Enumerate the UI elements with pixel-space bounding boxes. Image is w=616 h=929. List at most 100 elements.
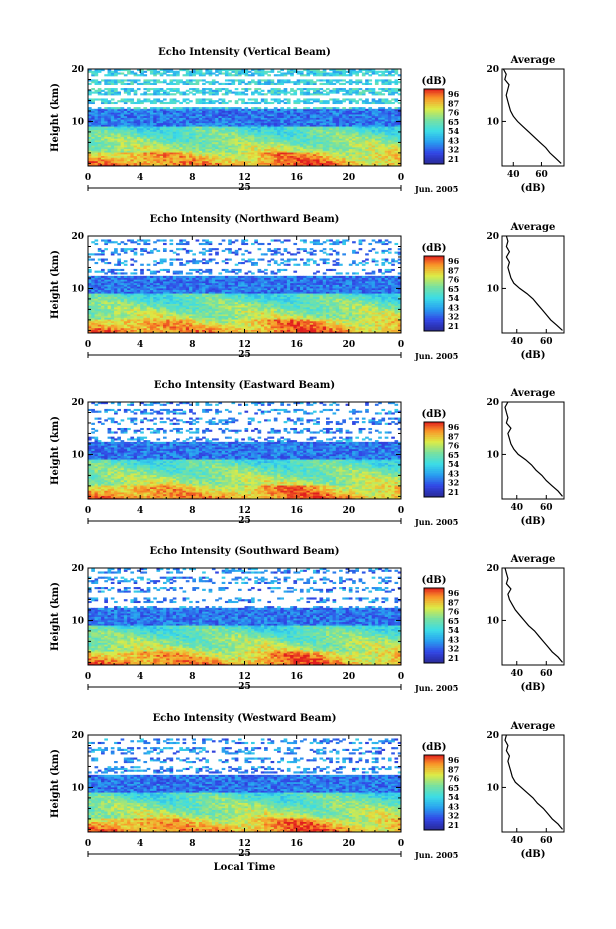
heatmap-cell — [345, 153, 350, 157]
heatmap-cell — [88, 159, 92, 162]
heatmap-cell — [169, 162, 174, 165]
heatmap-cell — [283, 155, 288, 158]
heatmap-cell — [205, 107, 210, 110]
heatmap-cell — [107, 157, 112, 160]
heatmap-cell — [267, 89, 271, 92]
heatmap-cell — [192, 152, 196, 155]
heatmap-cell — [120, 98, 125, 101]
heatmap-cell — [283, 98, 288, 101]
heatmap-cell — [117, 160, 121, 163]
heatmap-cell — [352, 160, 356, 163]
heatmap-cell — [127, 153, 131, 157]
heatmap-cell — [391, 74, 395, 77]
heatmap-cell — [133, 146, 138, 150]
heatmap-cell — [365, 159, 369, 162]
heatmap-cell — [244, 157, 249, 160]
heatmap-cell — [361, 72, 366, 75]
heatmap-cell — [169, 79, 174, 82]
heatmap-cell — [101, 153, 105, 157]
heatmap-cell — [322, 162, 327, 165]
heatmap-cell — [169, 164, 174, 167]
heatmap-cell — [221, 107, 226, 110]
heatmap-cell — [368, 79, 373, 82]
heatmap-cell — [241, 145, 245, 148]
heatmap-cell — [146, 157, 151, 160]
heatmap-cell — [397, 148, 402, 151]
heatmap-cell — [332, 88, 337, 91]
heatmap-cell — [224, 155, 229, 158]
heatmap-cell — [267, 70, 271, 73]
heatmap-cell — [267, 157, 271, 160]
heatmap-cell — [208, 162, 213, 165]
heatmap-cell — [140, 100, 144, 103]
heatmap-cell — [136, 145, 141, 148]
heatmap-cell — [241, 91, 245, 94]
heatmap-cell — [198, 146, 203, 150]
heatmap-cell — [127, 82, 131, 85]
heatmap-cell — [104, 160, 108, 163]
heatmap-cell — [329, 150, 333, 153]
heatmap-cell — [322, 155, 327, 158]
heatmap-cell — [312, 148, 317, 151]
heatmap-cell — [176, 153, 180, 157]
average-y-tick-label: 10 — [486, 117, 499, 127]
heatmap-cell — [146, 153, 151, 157]
heatmap-cell — [339, 88, 343, 91]
heatmap-cell — [254, 98, 258, 101]
heatmap-cell — [153, 107, 157, 110]
heatmap-cell — [335, 157, 340, 160]
heatmap-cell — [228, 100, 232, 103]
heatmap-cell — [208, 157, 213, 160]
y-tick-label: 20 — [71, 65, 84, 75]
heatmap-cell — [162, 150, 167, 153]
heatmap-cell — [110, 162, 115, 165]
heatmap-cell — [273, 155, 278, 158]
heatmap-cell — [153, 150, 157, 153]
heatmap-cell — [127, 159, 131, 162]
heatmap-cell — [342, 157, 346, 160]
heatmap-cell — [101, 159, 105, 162]
heatmap-cell — [355, 155, 360, 158]
heatmap-cell — [234, 88, 239, 91]
heatmap-cell — [270, 160, 275, 163]
heatmap-cell — [149, 100, 154, 103]
heatmap-cell — [162, 159, 167, 162]
heatmap-cell — [355, 150, 360, 153]
heatmap-cell — [293, 100, 298, 103]
heatmap-cell — [387, 146, 392, 150]
heatmap-cell — [374, 153, 379, 157]
heatmap-cell — [179, 107, 183, 110]
heatmap-cell — [348, 160, 353, 163]
heatmap-cell — [176, 157, 180, 160]
heatmap-cell — [264, 159, 268, 162]
heatmap-cell — [166, 148, 170, 151]
heatmap-cell — [394, 146, 399, 150]
heatmap-cell — [270, 159, 275, 162]
heatmap-cell — [218, 153, 223, 157]
heatmap-cell — [114, 145, 118, 148]
heatmap-cell — [231, 152, 236, 155]
heatmap-cell — [143, 160, 148, 163]
heatmap-cell — [146, 160, 151, 163]
heatmap-cell — [244, 146, 249, 150]
heatmap-cell — [224, 153, 229, 157]
heatmap-cell — [387, 153, 392, 157]
heatmap-cell — [166, 155, 170, 158]
heatmap-cell — [387, 159, 392, 162]
colorbar-segment — [424, 160, 444, 163]
heatmap-cell — [133, 153, 138, 157]
heatmap-cell — [169, 146, 174, 150]
heatmap-cell — [244, 107, 249, 110]
heatmap-cell — [127, 152, 131, 155]
heatmap-cell — [384, 148, 389, 151]
heatmap-cell — [198, 79, 203, 82]
heatmap-cell — [355, 70, 360, 73]
heatmap-cell — [339, 159, 343, 162]
heatmap-cell — [208, 146, 213, 150]
heatmap-cell — [335, 150, 340, 153]
heatmap-cell — [224, 101, 229, 105]
heatmap-cell — [101, 108, 105, 111]
heatmap-cell — [127, 162, 131, 165]
heatmap-cell — [202, 148, 206, 151]
heatmap-cell — [387, 160, 392, 163]
